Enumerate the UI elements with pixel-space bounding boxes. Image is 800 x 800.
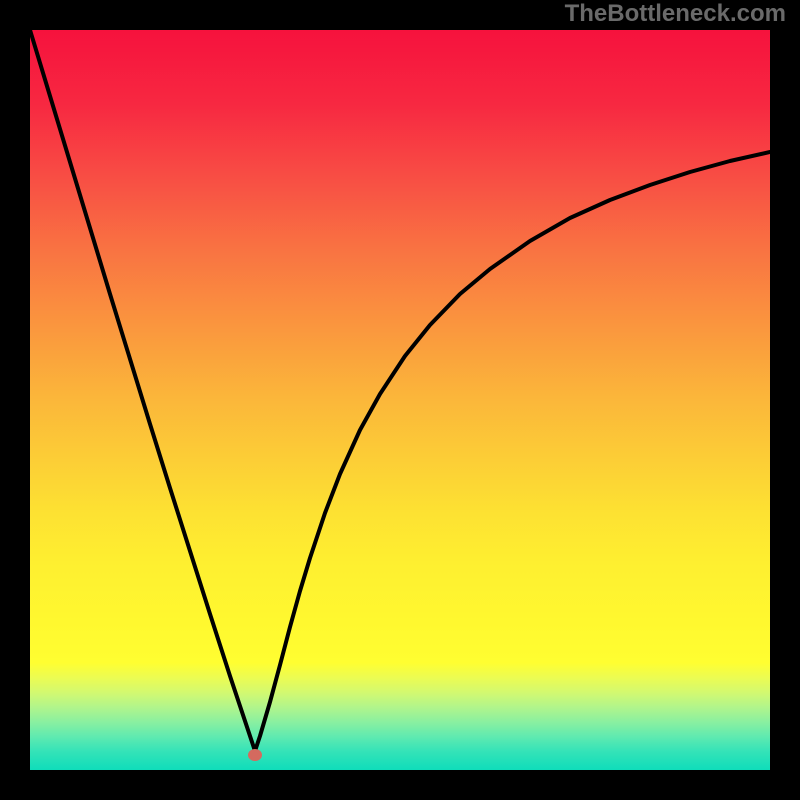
plot-svg (30, 30, 770, 770)
curve-minimum-marker (248, 749, 262, 761)
chart-frame: TheBottleneck.com (0, 0, 800, 800)
bottleneck-plot (30, 30, 770, 770)
watermark-text: TheBottleneck.com (565, 0, 786, 28)
